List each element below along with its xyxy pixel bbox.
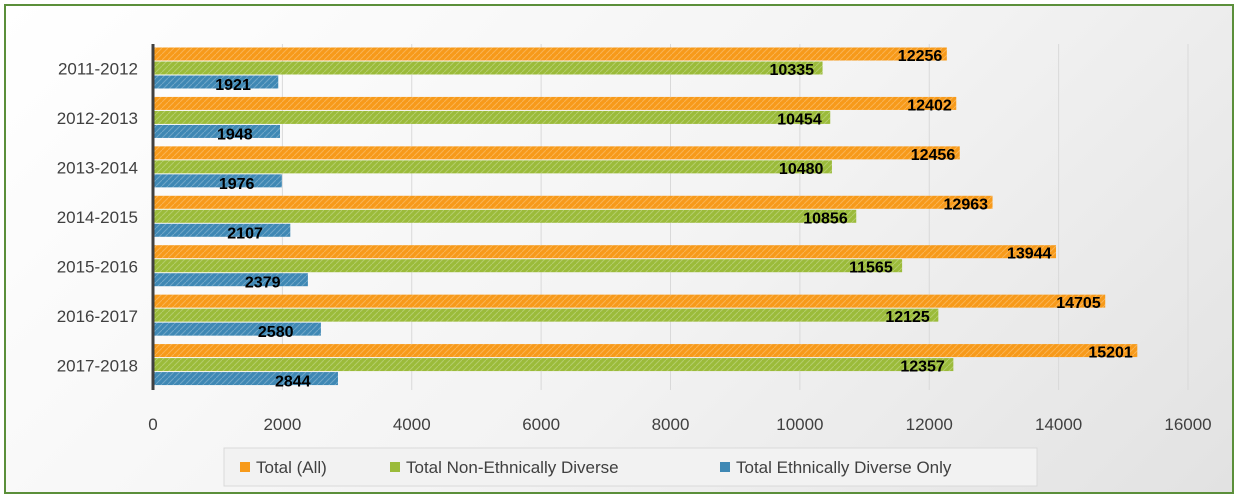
bar-texture — [154, 245, 1057, 259]
data-label: 10335 — [770, 62, 815, 79]
data-label: 10454 — [777, 111, 822, 128]
data-label: 14705 — [1056, 295, 1101, 312]
legend-label: Total (All) — [256, 458, 327, 477]
legend-swatch — [240, 462, 250, 472]
category-label: 2015-2016 — [57, 257, 138, 276]
data-label: 2107 — [227, 225, 263, 242]
axes: 0 2000 4000 6000 8000 10000 12000 14000 16000 201… — [57, 44, 1212, 434]
data-label: 12456 — [911, 147, 956, 164]
data-label: 10856 — [803, 210, 848, 227]
data-label: 2379 — [245, 275, 281, 292]
data-label: 12963 — [944, 196, 989, 213]
bar-texture — [154, 209, 857, 223]
data-label: 12125 — [885, 309, 930, 326]
bar-texture — [154, 96, 957, 110]
bar-texture — [154, 273, 308, 287]
data-label: 12357 — [900, 359, 945, 376]
data-label: 12256 — [898, 48, 943, 65]
data-label: 1921 — [215, 77, 251, 94]
category-label: 2017-2018 — [57, 356, 138, 375]
data-labels: 12256 10335 1921 12402 10454 1948 12456 10480 19… — [215, 48, 1133, 391]
bar-texture — [154, 75, 279, 89]
data-label: 12402 — [907, 97, 952, 114]
bars — [154, 47, 1138, 386]
category-label: 2012-2013 — [57, 109, 138, 128]
bar-texture — [154, 174, 282, 188]
bar-texture — [154, 308, 939, 322]
category-label: 2013-2014 — [57, 159, 138, 178]
x-tick-label: 14000 — [1035, 415, 1082, 434]
bar-texture — [154, 372, 338, 386]
category-label: 2014-2015 — [57, 208, 138, 227]
x-tick-label: 6000 — [522, 415, 560, 434]
data-label: 11565 — [849, 260, 893, 277]
x-tick-label: 0 — [148, 415, 157, 434]
legend-swatch — [720, 462, 730, 472]
data-label: 10480 — [779, 161, 824, 178]
bar-texture — [154, 195, 993, 209]
bar-texture — [154, 223, 291, 237]
bar-texture — [154, 61, 823, 75]
bar-texture — [154, 294, 1106, 308]
bar-texture — [154, 160, 832, 174]
legend-swatch — [390, 462, 400, 472]
x-tick-label: 10000 — [776, 415, 823, 434]
legend-box — [223, 447, 1038, 487]
data-label: 13944 — [1007, 246, 1052, 263]
data-label: 15201 — [1088, 345, 1133, 362]
category-label: 2016-2017 — [57, 307, 138, 326]
x-tick-label: 2000 — [263, 415, 301, 434]
bar-texture — [154, 146, 960, 160]
data-label: 1948 — [217, 126, 253, 143]
bar-texture — [154, 344, 1138, 358]
category-label: 2011-2012 — [58, 60, 138, 79]
x-tick-label: 8000 — [652, 415, 690, 434]
data-label: 2844 — [275, 374, 311, 391]
bar-texture — [154, 124, 281, 138]
x-tick-label: 12000 — [906, 415, 953, 434]
bar-texture — [154, 110, 831, 124]
bar-texture — [154, 259, 903, 273]
legend-label: Total Ethnically Diverse Only — [736, 458, 952, 477]
x-tick-label: 16000 — [1164, 415, 1211, 434]
bar-texture — [154, 47, 947, 61]
legend: Total (All) Total Non-Ethnically Diverse T… — [223, 447, 1038, 487]
data-label: 2580 — [258, 324, 294, 341]
bar-texture — [154, 322, 321, 336]
x-tick-label: 4000 — [393, 415, 431, 434]
bar-texture — [154, 358, 954, 372]
data-label: 1976 — [219, 176, 255, 193]
legend-label: Total Non-Ethnically Diverse — [406, 458, 619, 477]
